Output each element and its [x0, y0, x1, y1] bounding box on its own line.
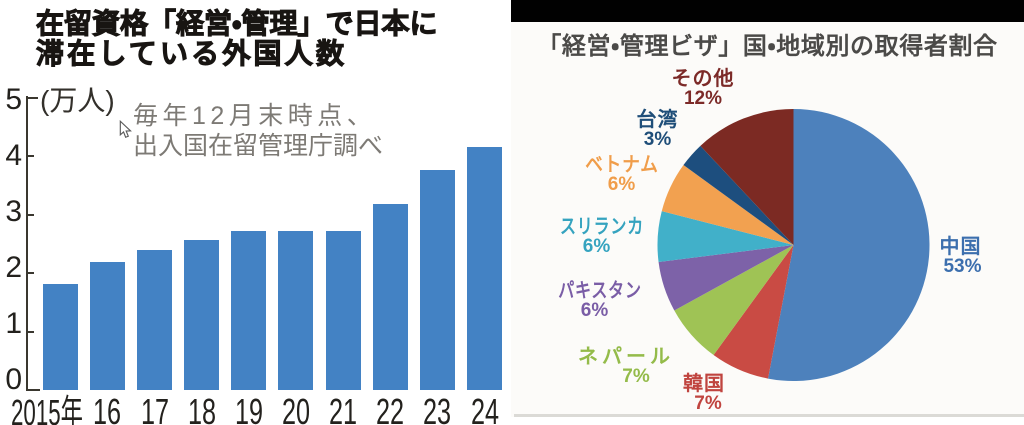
pie-label-percent: 3%: [643, 129, 672, 150]
pie-label-パキスタン: パキスタン 6%: [547, 281, 651, 323]
pie-label-ベトナム: ベトナム 6%: [580, 155, 663, 197]
y-tick-mark: [26, 389, 40, 391]
bar-22: [372, 204, 408, 390]
x-tick-label: 23: [423, 391, 452, 425]
pie-label-percent: 53%: [943, 256, 982, 277]
bottom-divider-line: [514, 414, 1024, 417]
y-axis-line: [26, 96, 28, 391]
pie-label-name: ネパール: [578, 346, 674, 368]
bar-21: [325, 231, 361, 390]
top-black-bar: [511, 0, 1024, 22]
pie-label-name: スリランカ: [559, 216, 644, 238]
pie-slice-ネパール: [674, 245, 794, 356]
bar-chart-title-line2: 滞在している外国人数: [35, 38, 348, 69]
mouse-cursor-icon: [119, 120, 132, 139]
bar-20: [278, 231, 314, 390]
pie-label-その他: その他 12%: [672, 69, 735, 111]
x-tick-label: 17: [140, 391, 169, 425]
pie-label-percent: 7%: [694, 393, 722, 414]
y-tick-mark: [26, 155, 34, 158]
y-tick-mark: [26, 272, 34, 275]
bar-chart-panel: 在留資格「経営・管理」で日本に 滞在している外国人数 (万人) 毎年12月末時点、…: [0, 0, 511, 425]
y-tick-label: 3: [5, 194, 22, 228]
source-note-line2: 出入国在留管理庁調べ: [133, 132, 384, 160]
x-tick-label: 24: [470, 391, 499, 425]
pie-slice-スリランカ: [657, 211, 794, 263]
pie-label-name: 中国: [939, 236, 982, 258]
pie-chart: [657, 109, 930, 381]
pie-label-percent: 6%: [607, 174, 636, 195]
source-note: 毎年12月末時点、 出入国在留管理庁調べ: [133, 101, 383, 161]
pie-label-percent: 7%: [622, 366, 650, 387]
x-tick-label: 20: [281, 391, 310, 425]
pie-label-percent: 6%: [582, 236, 611, 257]
pie-slice-パキスタン: [658, 245, 794, 311]
bar-19: [231, 231, 267, 390]
pie-label-name: 台湾: [636, 109, 679, 131]
x-tick-label: 22: [376, 391, 405, 425]
bar-chart-title-line1: 在留資格「経営・管理」で日本に: [36, 8, 439, 39]
pie-slice-韓国: [713, 245, 794, 379]
pie-slice-中国: [768, 109, 930, 381]
pie-slice-その他: [700, 109, 794, 245]
bar-18: [184, 239, 220, 390]
pie-label-percent: 6%: [580, 300, 609, 321]
source-note-line1: 毎年12月末時点、: [133, 102, 377, 130]
pie-label-ネパール: ネパール 7%: [578, 347, 674, 389]
pie-label-スリランカ: スリランカ 6%: [549, 217, 654, 259]
pie-label-name: パキスタン: [557, 280, 642, 302]
y-tick-label: 5: [5, 82, 22, 116]
x-tick-label: 21: [329, 391, 358, 425]
pie-label-name: ベトナム: [584, 154, 659, 176]
y-tick-mark: [26, 213, 34, 216]
x-tick-label: 16: [93, 391, 122, 425]
y-tick-label: 0: [5, 362, 22, 396]
y-tick-label: 2: [5, 250, 22, 284]
pie-label-name: その他: [671, 68, 735, 90]
y-tick-label: 4: [5, 138, 22, 172]
bar-chart-title: 在留資格「経営・管理」で日本に 滞在している外国人数: [35, 8, 439, 69]
bar-24: [467, 147, 503, 390]
x-tick-label: 18: [187, 391, 216, 425]
pie-label-韓国: 韓国 7%: [683, 374, 725, 416]
y-axis-unit-label: (万人): [40, 85, 115, 116]
pie-slice-ベトナム: [661, 165, 794, 245]
bar-2015年: [42, 284, 78, 390]
y-tick-mark: [26, 97, 38, 99]
pie-label-台湾: 台湾 3%: [637, 110, 679, 152]
pie-slice-台湾: [683, 145, 794, 245]
pie-label-percent: 12%: [683, 88, 723, 109]
pie-label-中国: 中国 53%: [940, 237, 982, 279]
y-tick-mark: [26, 330, 34, 333]
y-tick-label: 1: [5, 306, 22, 340]
pie-label-name: 韓国: [683, 373, 725, 395]
x-tick-label: 2015年: [10, 392, 83, 425]
below-divider-area: [511, 417, 1024, 425]
bar-17: [137, 249, 172, 390]
x-tick-label: 19: [234, 391, 263, 425]
bar-23: [419, 170, 455, 390]
bar-16: [89, 262, 125, 390]
pie-chart-title: 「経営・管理ビザ」国・地域別の取得者割合: [537, 33, 998, 60]
pie-chart-panel: 「経営・管理ビザ」国・地域別の取得者割合 中国 53% 韓国 7% ネパール 7% パキスタ…: [511, 0, 1024, 425]
